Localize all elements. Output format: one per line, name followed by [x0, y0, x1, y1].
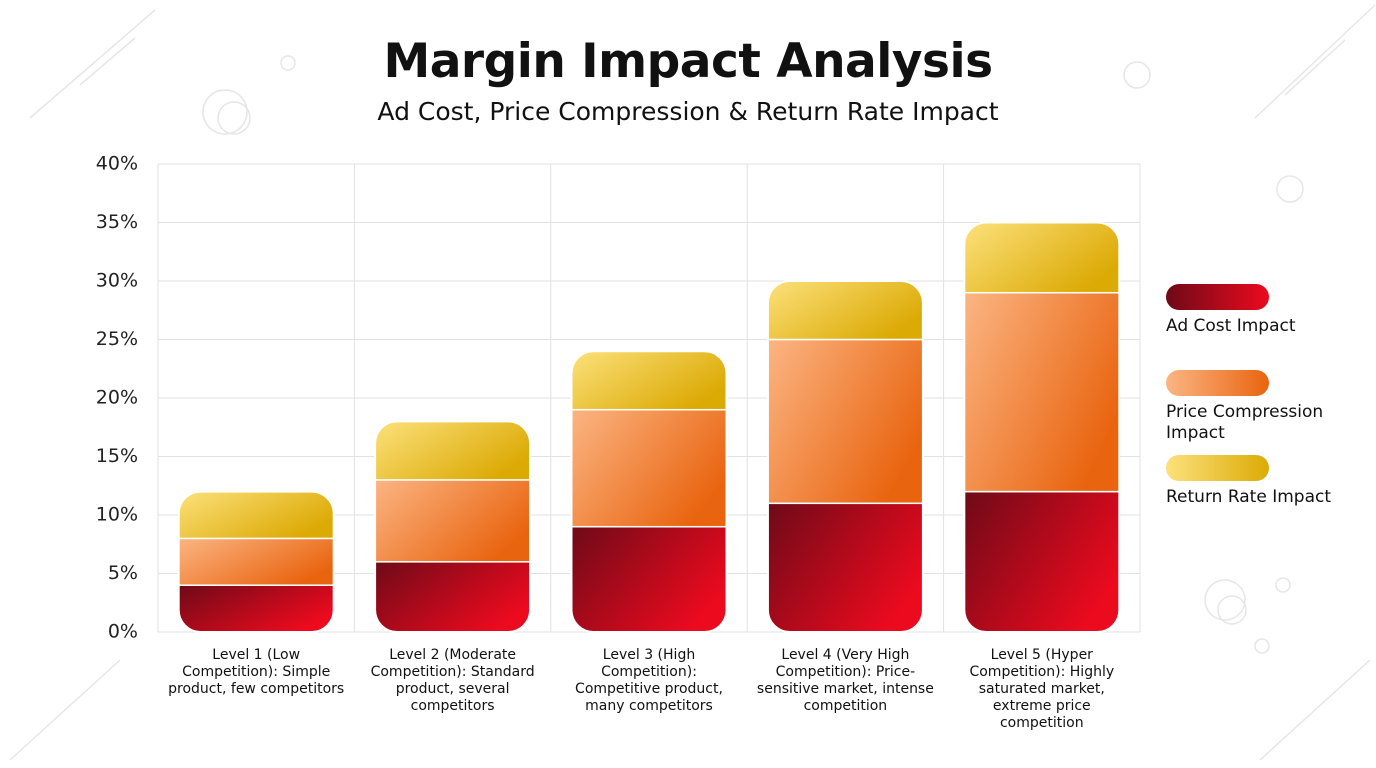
bar-segment: [178, 491, 334, 540]
bar-outline: [963, 221, 1121, 633]
x-tick-label: Level 4 (Very High Competition): Price-s…: [756, 647, 934, 714]
plot-area: 0% 5% 10% 15% 20% 25% 30% 35% 40%: [96, 153, 1141, 643]
y-tick-label: 10%: [96, 504, 138, 526]
y-tick-label: 40%: [96, 153, 138, 175]
legend-swatch: [1166, 284, 1269, 310]
y-tick-label: 35%: [96, 211, 138, 233]
bar-stack: [178, 491, 334, 632]
bar-segment: [571, 351, 727, 411]
x-tick-label: Level 2 (Moderate Competition): Standard…: [370, 647, 535, 714]
bar-segment: [964, 490, 1120, 632]
bar-outline: [374, 420, 532, 633]
bar-stack: [964, 222, 1120, 632]
x-tick-label: Level 5 (Hyper Competition): Highly satu…: [969, 647, 1115, 731]
decoration: [9, 4, 1376, 761]
bar-stack: [571, 351, 727, 632]
bar-segment: [767, 281, 923, 341]
bar-segment: [375, 561, 531, 632]
bar-outline: [570, 350, 728, 633]
y-tick-label: 15%: [96, 445, 138, 467]
legend-swatch: [1166, 370, 1269, 396]
bar-segment: [571, 408, 727, 528]
y-tick-label: 30%: [96, 270, 138, 292]
bar-outline: [766, 280, 924, 633]
bar-stack: [767, 281, 923, 632]
bar-segment: [571, 525, 727, 632]
bar-segment: [375, 421, 531, 481]
x-tick-label: Level 3 (High Competition): Competitive …: [575, 647, 723, 714]
legend-label: Return Rate Impact: [1166, 487, 1331, 507]
y-tick-label: 0%: [108, 621, 138, 643]
chart-title: Margin Impact Analysis: [383, 34, 993, 89]
y-tick-label: 5%: [108, 562, 138, 584]
x-tick-label: Level 1 (Low Competition): Simple produc…: [168, 647, 345, 697]
legend-swatch: [1166, 455, 1269, 481]
bar-segment: [767, 338, 923, 505]
y-tick-label: 25%: [96, 328, 138, 350]
chart-subtitle: Ad Cost, Price Compression & Return Rate…: [377, 97, 999, 126]
bar-segment: [964, 222, 1120, 294]
legend-label: Ad Cost Impact: [1166, 316, 1296, 336]
bar-segment: [178, 537, 334, 586]
bar-outline: [177, 490, 335, 633]
legend-label: Price Compression Impact: [1166, 402, 1324, 443]
bar-segment: [964, 291, 1120, 493]
y-tick-label: 20%: [96, 387, 138, 409]
bar-segment: [375, 479, 531, 563]
bar-segment: [178, 584, 334, 632]
bar-stack: [375, 421, 531, 632]
bar-segment: [767, 502, 923, 632]
